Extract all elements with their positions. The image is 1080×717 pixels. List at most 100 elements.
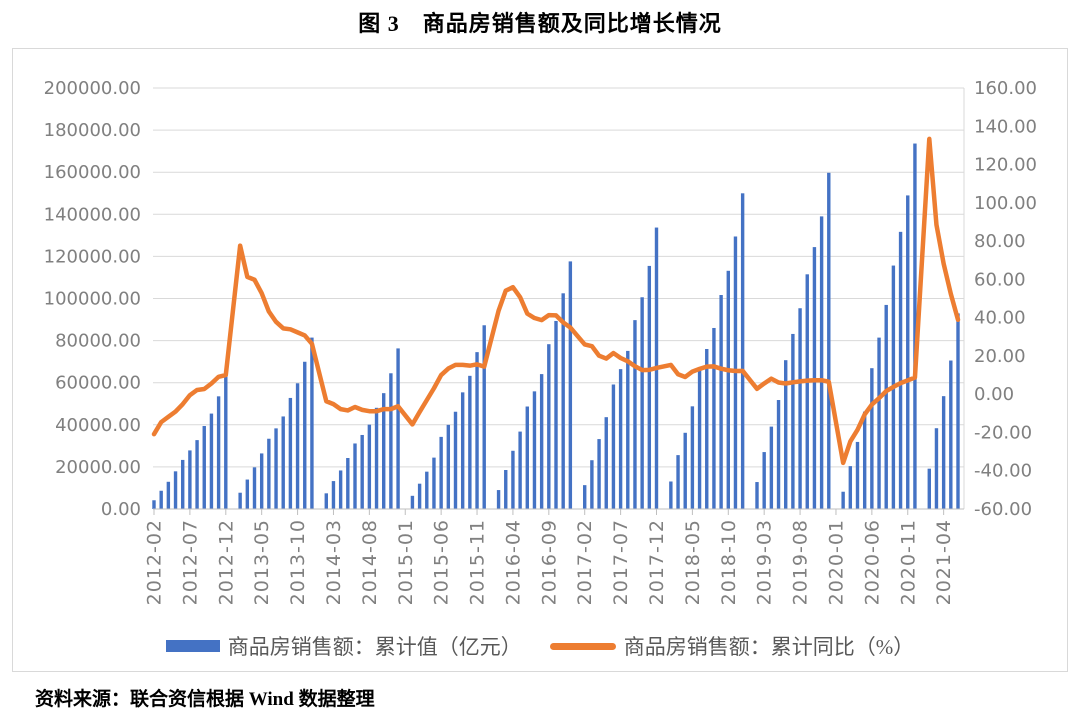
x-axis-tick-label: 2015-06 [431,519,453,605]
left-axis-labels: 200000.00 180000.00 160000.00 140000.00 1200… [44,78,141,520]
bar [224,373,228,509]
left-axis-tick-label: 0.00 [101,499,141,520]
right-axis-tick-label: 100.00 [974,193,1037,214]
bar [202,426,206,509]
right-axis-tick-label: -20.00 [974,422,1032,443]
bar [453,411,458,509]
bar [338,470,343,509]
bar [532,391,537,509]
right-axis-tick-label: 80.00 [974,231,1026,252]
bar [561,293,565,509]
bar [676,455,680,509]
x-axis-tick-label: 2013-05 [251,519,273,605]
bar [324,493,328,509]
bar [618,369,623,509]
x-axis-tick-label: 2017-07 [610,519,632,605]
bar [862,411,867,509]
bar [166,481,171,509]
x-axis-tick-label: 2018-10 [718,519,740,605]
bar [295,383,300,509]
left-axis-tick-label: 40000.00 [55,415,141,436]
bar [209,413,214,509]
bar [611,384,616,509]
bar [647,265,652,509]
bar [941,396,946,509]
bar [956,313,960,509]
legend-item-yoy-line: 商品房销售额：累计同比（%） [549,631,914,661]
right-axis-tick-label: 40.00 [974,308,1026,329]
bar [791,333,795,509]
bar [539,374,544,509]
right-axis-tick-label: -60.00 [974,499,1032,520]
bar [446,424,451,509]
x-axis-tick-label: 2012-12 [215,519,237,605]
bar [159,490,163,509]
x-axis-tick-label: 2015-11 [467,519,489,605]
right-axis-tick-label: 20.00 [974,346,1026,367]
bar [626,350,630,509]
left-axis-tick-label: 120000.00 [44,246,141,267]
left-axis-tick-label: 20000.00 [55,457,141,478]
bar [259,453,264,509]
chart-container: 2012-02 2012-07 2012-12 2013-05 2013-10 2014-… [12,48,1068,672]
bar [690,406,695,509]
x-axis-tick-label: 2019-03 [754,519,776,605]
left-axis-tick-label: 160000.00 [44,162,141,183]
right-axis-tick-label: 0.00 [974,384,1014,405]
source-note: 资料来源：联合资信根据 Wind 数据整理 [35,689,375,710]
x-axis-tick-label: 2016-09 [538,519,560,605]
bar [597,439,601,509]
bar [475,352,479,509]
bar [511,450,515,509]
bar [303,361,307,509]
bar [762,452,766,509]
right-axis-tick-label: -40.00 [974,461,1032,482]
bar [906,195,910,510]
bar [188,450,192,509]
bar [568,261,573,509]
left-axis-tick-label: 100000.00 [44,289,141,310]
bar [884,304,888,509]
bar [518,431,522,509]
bar [776,400,781,509]
x-axis-tick-label: 2021-04 [933,519,955,605]
bar [547,344,551,509]
right-axis-tick-label: 140.00 [974,116,1037,137]
x-axis-tick-label: 2017-02 [574,519,596,605]
bar [346,458,350,509]
bar-series-sales-cumulative [152,143,960,510]
bar [805,274,809,509]
bar [425,471,429,509]
right-axis-tick-label: 60.00 [974,269,1026,290]
x-axis-tick-label: 2017-12 [646,519,668,605]
x-axis-tick-label: 2015-01 [395,519,417,605]
bar [697,368,702,509]
left-axis-tick-label: 200000.00 [44,78,141,99]
bar [468,375,472,509]
bar [640,297,644,509]
bar [712,327,716,509]
bar [432,457,436,509]
left-axis-tick-label: 140000.00 [44,204,141,225]
bar [267,438,271,509]
x-axis-tick-label: 2012-02 [144,519,166,605]
bar [848,466,853,509]
bar [367,424,372,509]
bar [417,483,422,509]
legend-item-sales-bar: 商品房销售额：累计值（亿元） [165,631,522,661]
bar [784,360,788,509]
bar [482,325,486,509]
bar [439,436,443,509]
bar [949,360,953,509]
legend-line-swatch-icon [549,642,616,650]
x-axis-tick-label: 2012-07 [179,519,201,605]
figure-title: 图 3 商品房销售额及同比增长情况 [358,11,722,36]
bar [726,270,730,509]
bar [382,393,386,509]
x-axis-tick-label: 2013-10 [287,519,309,605]
bar [934,428,939,509]
bar [827,172,831,509]
bar [195,440,199,509]
bar [389,373,393,509]
